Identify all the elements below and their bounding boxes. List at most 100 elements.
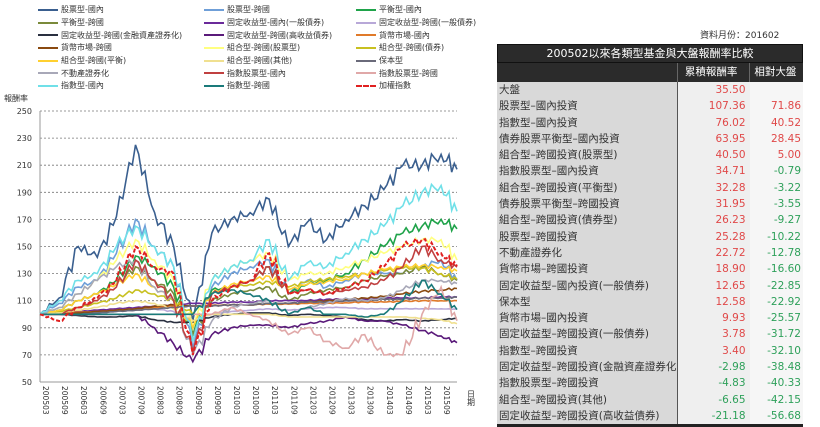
x-tick-label: 200709 <box>136 386 145 415</box>
row-category: 固定收益型–跨國投資(高收益債券) <box>497 407 678 425</box>
legend-label: 組合型-跨國(債券) <box>379 43 445 53</box>
row-cumulative-return: 32.28 <box>677 179 750 197</box>
legend-item: 固定收益型-跨國(高收益債券) <box>204 29 356 41</box>
legend-swatch <box>356 21 376 24</box>
table-row: 組合型–跨國投資(債券型) 26.23 -9.27 <box>497 212 803 229</box>
table-header: 累積報酬率 相對大盤 <box>497 63 803 82</box>
row-cumulative-return: -4.83 <box>677 375 750 392</box>
legend-item: 指數股票型-跨國 <box>356 67 494 79</box>
table-row: 大盤 35.50 <box>497 82 803 99</box>
x-axis-label: 日期 <box>467 390 476 407</box>
x-tick-label: 201103 <box>270 386 279 415</box>
row-category: 指數型–跨國投資 <box>497 342 678 360</box>
legend-swatch <box>38 46 58 49</box>
row-category: 保本型 <box>497 293 678 311</box>
table-row: 指數型–跨國投資 3.40 -32.10 <box>497 342 803 360</box>
row-category: 股票型–國內投資 <box>497 98 678 115</box>
row-relative-to-market: -42.15 <box>749 391 803 408</box>
legend-item: 保本型 <box>356 55 494 67</box>
legend-item: 平衡型-跨國 <box>38 17 204 29</box>
row-cumulative-return: 3.40 <box>677 342 750 360</box>
legend-label: 指數型-國內 <box>61 81 104 91</box>
legend-item: 組合型-跨國(平衡) <box>38 55 204 67</box>
x-tick-label: 201009 <box>251 386 260 415</box>
x-tick-label: 200509 <box>60 386 69 415</box>
series-line-指數型-國內 <box>39 182 458 342</box>
legend-swatch <box>38 84 58 87</box>
row-cumulative-return: 107.36 <box>677 98 750 115</box>
table-row: 股票型–國內投資 107.36 71.86 <box>497 98 803 115</box>
table-bottom-border <box>497 424 803 427</box>
row-cumulative-return: 76.02 <box>677 114 750 131</box>
row-cumulative-return: -2.98 <box>677 359 750 376</box>
row-category: 股票型–跨國投資 <box>497 228 678 245</box>
legend-label: 貨幣市場-國內 <box>379 30 430 40</box>
legend-item: 股票型-國內 <box>38 4 204 16</box>
table-row: 貨幣市場–國內投資 9.93 -25.57 <box>497 310 803 327</box>
row-category: 不動產證券化 <box>497 244 678 262</box>
legend-label: 平衡型-跨國 <box>61 18 104 28</box>
legend-label: 指數股票型-跨國 <box>379 68 438 78</box>
series-line-指數型-跨國 <box>40 279 458 318</box>
row-cumulative-return: 35.50 <box>677 82 750 99</box>
table-row: 保本型 12.58 -22.92 <box>497 293 803 311</box>
table-row: 固定收益型–跨國投資(金融資產證券化 -2.98 -38.48 <box>497 359 803 376</box>
header-cumulative-return: 累積報酬率 <box>676 63 749 82</box>
row-cumulative-return: 12.58 <box>677 293 750 311</box>
row-cumulative-return: 25.28 <box>677 228 750 245</box>
y-tick-label: 110 <box>17 297 32 306</box>
row-cumulative-return: 22.72 <box>677 244 750 262</box>
legend-label: 指數型-跨國 <box>227 81 270 91</box>
row-relative-to-market: 71.86 <box>749 98 803 115</box>
row-cumulative-return: 34.71 <box>677 163 750 180</box>
x-tick-label: 201109 <box>289 386 298 415</box>
series-line-加權指數 <box>39 236 458 356</box>
row-relative-to-market: -40.33 <box>749 375 803 392</box>
series-line-固定收益型-國內(一般債券) <box>39 295 458 316</box>
row-category: 貨幣市場–跨國投資 <box>497 261 678 278</box>
legend-item: 不動產證券化 <box>38 67 204 79</box>
row-cumulative-return: 9.93 <box>677 310 750 327</box>
row-relative-to-market: -22.85 <box>749 277 803 294</box>
table-row: 固定收益型–國內投資(一般債券) 12.65 -22.85 <box>497 277 803 294</box>
legend-item: 加權指數 <box>356 80 494 92</box>
legend-item: 組合型-跨國(其他) <box>204 55 356 67</box>
row-relative-to-market: 40.52 <box>749 114 803 131</box>
x-tick-label: 201503 <box>423 386 432 415</box>
table-row: 貨幣市場–跨國投資 18.90 -16.60 <box>497 261 803 278</box>
row-relative-to-market: -12.78 <box>749 244 803 262</box>
legend-swatch <box>38 72 58 75</box>
y-tick-label: 210 <box>17 161 32 170</box>
row-relative-to-market: -38.48 <box>749 359 803 376</box>
legend-label: 加權指數 <box>379 81 411 91</box>
row-category: 貨幣市場–國內投資 <box>497 310 678 327</box>
row-category: 債券股票平衡型–跨國投資 <box>497 196 678 213</box>
x-tick-label: 201209 <box>327 386 336 415</box>
row-cumulative-return: -21.18 <box>677 407 750 425</box>
legend-item: 固定收益型-跨國(金融資產證券化) <box>38 29 204 41</box>
row-cumulative-return: 3.78 <box>677 326 750 343</box>
table-row: 債券股票平衡型–國內投資 63.95 28.45 <box>497 130 803 148</box>
table-row: 組合型–跨國投資(平衡型) 32.28 -3.22 <box>497 179 803 197</box>
legend-item: 組合型-跨國(債券) <box>356 42 494 54</box>
row-relative-to-market <box>749 82 803 99</box>
header-relative-to-market: 相對大盤 <box>748 63 803 82</box>
legend-item: 貨幣市場-跨國 <box>38 42 204 54</box>
legend-item: 平衡型-國內 <box>356 4 494 16</box>
y-tick-label: 70 <box>22 351 32 360</box>
y-tick-label: 190 <box>17 188 32 197</box>
row-cumulative-return: 26.23 <box>677 212 750 229</box>
row-category: 組合型–跨國投資(平衡型) <box>497 179 678 197</box>
row-category: 固定收益型–國內投資(一般債券) <box>497 277 678 294</box>
table-row: 債券股票平衡型–跨國投資 31.95 -3.55 <box>497 196 803 213</box>
row-category: 大盤 <box>497 82 678 99</box>
x-tick-label: 201409 <box>404 386 413 415</box>
row-category: 固定收益型–跨國投資(金融資產證券化 <box>497 359 678 376</box>
row-category: 組合型–跨國投資(股票型) <box>497 147 678 164</box>
y-tick-label: 250 <box>17 107 32 116</box>
legend-swatch <box>356 46 376 49</box>
row-category: 指數股票型–國內投資 <box>497 163 678 180</box>
x-tick-label: 201509 <box>442 386 451 415</box>
x-tick-label: 201309 <box>366 386 375 415</box>
series-line-股票型-國內 <box>39 144 458 322</box>
